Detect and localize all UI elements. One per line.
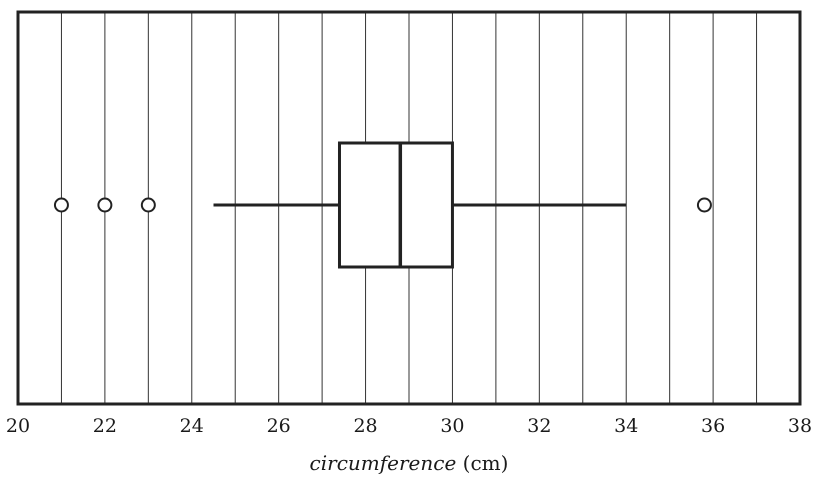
tick-label: 24 [180, 415, 204, 437]
outlier-points [53, 197, 712, 213]
interquartile-box [337, 141, 454, 269]
outlier-point [53, 197, 69, 213]
grid-lines [60, 12, 758, 404]
outlier-point [140, 197, 156, 213]
x-axis-label-unit: (cm) [463, 451, 509, 475]
tick-label: 20 [6, 415, 30, 437]
tick-label: 32 [527, 415, 551, 437]
outlier-point [97, 197, 113, 213]
tick-label: 38 [788, 415, 812, 437]
x-axis-label: circumference (cm) [310, 451, 509, 475]
tick-label: 36 [701, 415, 725, 437]
tick-label: 28 [353, 415, 377, 437]
tick-label: 34 [614, 415, 638, 437]
tick-label: 26 [267, 415, 291, 437]
tick-label: 22 [93, 415, 117, 437]
x-axis-label-quantity: circumference [310, 451, 457, 475]
plot-frame [16, 10, 802, 406]
outlier-point [696, 197, 712, 213]
tick-label: 30 [440, 415, 464, 437]
x-axis-ticks: 20 22 24 26 28 30 32 34 36 38 [6, 415, 812, 437]
box-plot [213, 141, 627, 269]
